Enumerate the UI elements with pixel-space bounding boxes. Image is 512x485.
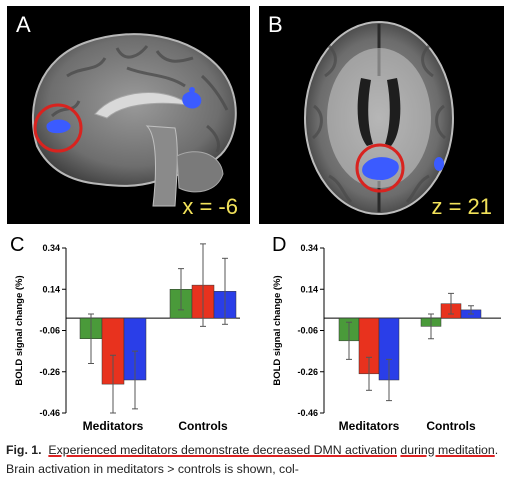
y-tick-label: -0.26	[39, 367, 60, 377]
y-tick-label: 0.34	[42, 243, 60, 253]
y-tick-label: -0.06	[39, 326, 60, 336]
y-tick-label: -0.26	[297, 367, 318, 377]
y-axis-label: BOLD signal change (%)	[272, 275, 283, 385]
y-tick-label: 0.34	[300, 243, 318, 253]
category-label: Controls	[426, 419, 476, 433]
y-tick-label: -0.46	[297, 408, 318, 418]
slice-coordinate-b: z = 21	[431, 194, 492, 219]
category-label: Meditators	[83, 419, 144, 433]
bar-chart-d: D 0.34 0.14 -0.06 -0.26 -0.46 BOLD signal cha…	[256, 230, 512, 440]
slice-coordinate-a: x = -6	[182, 194, 238, 219]
brain-panel-a: A x = -6	[7, 6, 250, 224]
panel-letter-a: A	[16, 12, 31, 37]
category-label: Controls	[178, 419, 228, 433]
y-tick-label: -0.06	[297, 326, 318, 336]
axial-brain-image	[304, 21, 454, 215]
sagittal-brain-image	[32, 33, 237, 207]
caption-text: . Brain activation in meditators > contr…	[6, 443, 499, 476]
y-tick-label: -0.46	[39, 408, 60, 418]
bar-chart-c-svg: 0.34 0.14 -0.06 -0.26 -0.46 BOLD signal chang…	[14, 243, 240, 433]
bar-chart-d-svg: 0.34 0.14 -0.06 -0.26 -0.46 BOLD signal chang…	[272, 243, 501, 433]
caption-highlight-1: Experienced meditators demonstrate decre…	[48, 443, 397, 457]
category-label: Meditators	[339, 419, 400, 433]
y-tick-label: 0.14	[300, 284, 318, 294]
brain-panel-b: B z = 21	[259, 6, 504, 224]
y-axis-label: BOLD signal change (%)	[14, 275, 25, 385]
figure-caption: Fig. 1. Experienced meditators demonstra…	[6, 441, 508, 479]
y-tick-label: 0.14	[42, 284, 60, 294]
bar-chart-c: C 0.34 0.14 -0.06 -0.26 -0.46 BOLD signal cha…	[0, 230, 255, 440]
panel-letter-c: C	[10, 234, 25, 256]
panel-letter-d: D	[272, 234, 287, 256]
figure-label: Fig. 1.	[6, 443, 42, 457]
panel-letter-b: B	[268, 12, 283, 37]
caption-highlight-2: during meditation	[400, 443, 495, 457]
